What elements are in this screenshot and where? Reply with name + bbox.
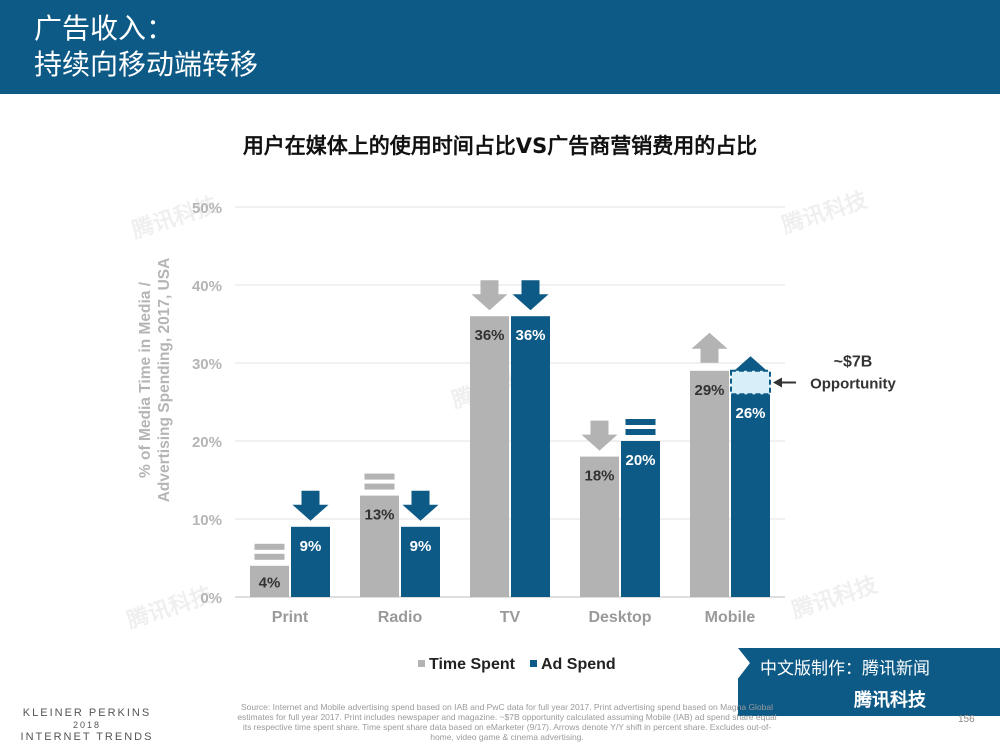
page-number: 156	[958, 714, 975, 725]
bar-ad-spend	[511, 316, 550, 597]
y-tick-label: 30%	[192, 356, 222, 373]
data-label: 36%	[515, 327, 545, 344]
x-tick-label: Radio	[378, 609, 423, 626]
data-label: 9%	[410, 538, 432, 555]
y-axis-label: % of Media Time in Media / Advertising Sp…	[137, 258, 173, 503]
bar-time-spent	[250, 565, 289, 597]
bar-time-spent	[580, 456, 619, 597]
flat-indicator-icon	[254, 553, 285, 560]
flat-indicator-icon	[364, 483, 395, 490]
credit-banner: 中文版制作：腾讯新闻 腾讯科技	[738, 648, 1000, 716]
brand-year: 2018	[72, 720, 102, 730]
down-arrow-icon	[402, 490, 439, 521]
x-tick-label: Print	[272, 609, 309, 626]
bar-time-spent	[360, 495, 399, 597]
opportunity-label: Opportunity	[810, 376, 896, 393]
flat-indicator-icon	[625, 419, 656, 425]
flat-indicator-icon	[254, 543, 285, 550]
data-label: 26%	[735, 405, 765, 422]
flat-indicator-icon	[364, 473, 395, 480]
data-label: 36%	[474, 327, 504, 344]
bar-ad-spend	[291, 526, 330, 597]
y-axis-label-line: Advertising Spending, 2017, USA	[156, 258, 173, 503]
flat-indicator-icon	[625, 429, 656, 435]
chart-title: 用户在媒体上的使用时间占比VS广告商营销费用的占比	[242, 134, 758, 158]
opportunity-gap	[730, 369, 771, 396]
brand-report: INTERNET TRENDS	[20, 731, 154, 743]
legend-label: Time Spent	[429, 656, 516, 673]
bar-time-spent	[690, 370, 729, 597]
source-note: Source: Internet and Mobile advertising …	[237, 702, 777, 742]
credit-line1: 中文版制作：腾讯新闻	[760, 659, 930, 679]
y-tick-label: 50%	[192, 200, 222, 217]
bar-ad-spend	[401, 526, 440, 597]
y-tick-label: 40%	[192, 278, 222, 295]
slide-header: 广告收入： 持续向移动端转移	[0, 0, 1000, 94]
x-tick-label: Mobile	[705, 609, 756, 626]
y-tick-label: 10%	[192, 512, 222, 529]
bar-ad-spend	[621, 441, 660, 597]
legend-swatch	[418, 660, 425, 667]
bar-time-spent	[470, 316, 509, 597]
slide-title-line1: 广告收入：	[34, 12, 175, 45]
opportunity-pointer-icon	[773, 377, 782, 388]
up-arrow-icon	[691, 332, 728, 363]
data-label: 13%	[364, 507, 394, 524]
y-axis-label-line: % of Media Time in Media /	[137, 281, 154, 478]
down-arrow-icon	[581, 420, 618, 451]
down-arrow-icon	[471, 280, 508, 311]
data-label: 18%	[584, 468, 614, 485]
x-tick-label: TV	[500, 609, 521, 626]
legend-swatch	[530, 660, 537, 667]
brand-name: KLEINER PERKINS	[22, 707, 152, 719]
data-label: 20%	[625, 452, 655, 469]
legend-label: Ad Spend	[541, 656, 616, 673]
opportunity-value: ~$7B	[834, 354, 873, 371]
y-tick-label: 20%	[192, 434, 222, 451]
down-arrow-icon	[512, 280, 549, 311]
slide-title-line2: 持续向移动端转移	[34, 48, 259, 81]
y-tick-label: 0%	[200, 590, 222, 607]
data-label: 29%	[694, 382, 724, 399]
data-label: 4%	[259, 574, 281, 591]
x-tick-label: Desktop	[588, 609, 651, 626]
data-label: 9%	[300, 538, 322, 555]
brand-logo: KLEINER PERKINS 2018 INTERNET TRENDS	[12, 707, 162, 743]
credit-line2: 腾讯科技	[854, 690, 926, 711]
bar-ad-spend	[731, 394, 770, 597]
down-arrow-icon	[292, 490, 329, 521]
